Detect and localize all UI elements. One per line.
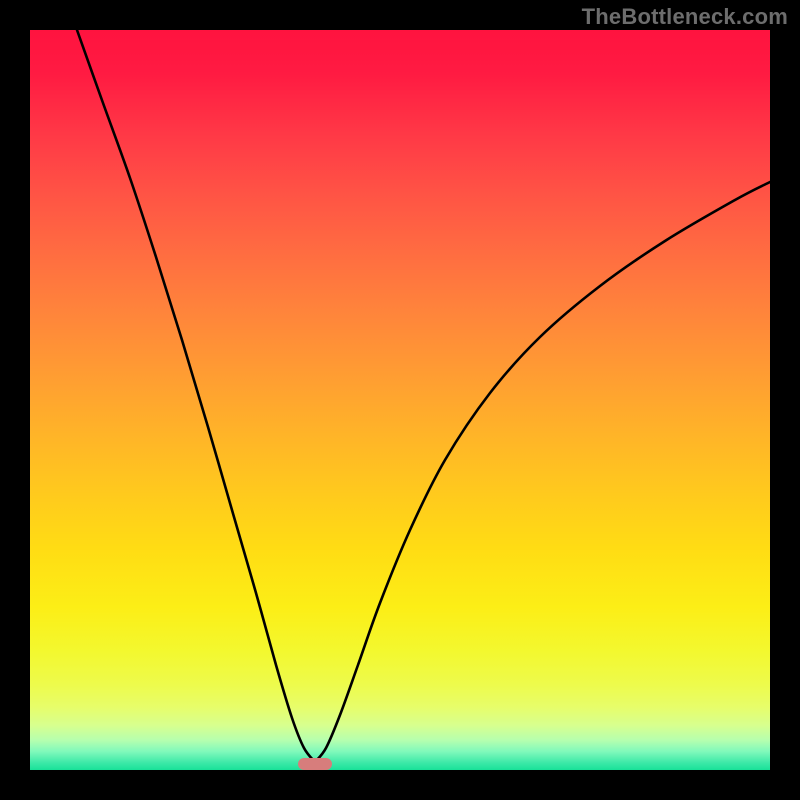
chart-stage: TheBottleneck.com [0, 0, 800, 800]
chart-svg [0, 0, 800, 800]
watermark-text: TheBottleneck.com [582, 4, 788, 30]
plot-background [30, 30, 770, 770]
notch-marker [298, 758, 332, 770]
